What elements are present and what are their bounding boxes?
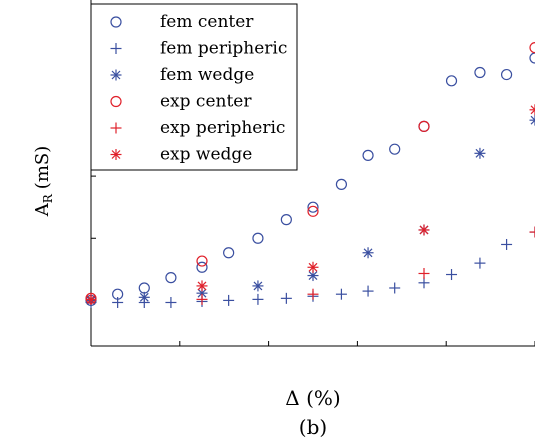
point-fem-center — [445, 75, 458, 87]
point-fem-center — [196, 261, 208, 273]
legend-item-exp-peripheric: exp peripheric — [110, 118, 285, 138]
point-fem-wedge — [529, 114, 535, 126]
point-fem-peripheric — [418, 277, 430, 289]
point-fem-center — [138, 282, 150, 294]
point-fem-peripheric — [112, 296, 124, 308]
legend-label-exp-center: exp center — [160, 92, 252, 112]
point-exp-peripheric — [529, 226, 535, 238]
legend-items: fem center fem peripheric fem wedge exp cen… — [110, 12, 287, 165]
legend-marker-exp-center — [110, 95, 122, 108]
point-fem-peripheric — [389, 282, 401, 294]
series-exp-peripheric — [85, 226, 535, 305]
point-fem-peripheric — [501, 238, 513, 250]
point-fem-center — [500, 68, 513, 81]
legend-item-fem-center: fem center — [110, 12, 254, 32]
point-exp-center — [529, 42, 535, 54]
legend-marker-exp-wedge — [110, 149, 122, 160]
point-fem-wedge — [474, 147, 486, 159]
point-fem-center — [529, 52, 535, 64]
point-fem-wedge — [362, 247, 374, 259]
legend-label-fem-wedge: fem wedge — [160, 65, 254, 85]
point-fem-peripheric — [165, 296, 177, 308]
legend-label-fem-center: fem center — [160, 12, 254, 32]
point-fem-center — [280, 214, 292, 226]
point-exp-wedge — [418, 224, 430, 236]
y-axis-label-subscript: R — [41, 193, 55, 203]
point-exp-center — [196, 255, 208, 267]
point-exp-wedge — [307, 261, 319, 273]
point-fem-center — [252, 232, 264, 244]
point-fem-peripheric — [362, 285, 374, 297]
x-axis-label: Δ (%) — [285, 386, 340, 410]
point-exp-peripheric — [418, 267, 430, 279]
point-fem-center — [223, 247, 235, 259]
series-fem-wedge — [85, 114, 535, 306]
legend-item-exp-wedge: exp wedge — [110, 145, 252, 165]
point-fem-peripheric — [335, 288, 347, 300]
point-fem-peripheric — [446, 269, 458, 281]
data-points — [85, 42, 535, 308]
point-exp-peripheric — [196, 293, 208, 305]
legend-marker-fem-peripheric — [110, 43, 122, 54]
point-exp-wedge — [196, 280, 208, 292]
point-fem-peripheric — [223, 294, 235, 306]
point-fem-wedge — [252, 280, 264, 292]
figure-caption: (b) — [299, 415, 327, 439]
legend-label-fem-peripheric: fem peripheric — [160, 39, 287, 59]
point-fem-center — [165, 272, 177, 284]
legend-item-exp-center: exp center — [110, 92, 252, 112]
legend: fem center fem peripheric fem wedge exp cen… — [90, 3, 298, 171]
y-axis-label-symbol: A — [32, 202, 53, 217]
point-exp-wedge — [529, 104, 535, 116]
legend-label-exp-wedge: exp wedge — [160, 145, 252, 165]
point-fem-peripheric — [474, 257, 486, 269]
legend-box — [90, 3, 298, 171]
legend-marker-exp-peripheric — [110, 122, 122, 134]
point-exp-center — [418, 120, 430, 132]
legend-marker-fem-wedge — [110, 69, 122, 81]
point-exp-peripheric — [307, 288, 319, 300]
point-fem-center — [474, 66, 486, 79]
point-fem-center — [362, 149, 374, 161]
series-exp-wedge — [85, 104, 535, 305]
point-exp-center — [307, 205, 319, 217]
point-exp-wedge — [85, 293, 97, 305]
legend-label-exp-peripheric: exp peripheric — [160, 118, 285, 138]
point-fem-center — [335, 178, 348, 190]
point-fem-peripheric — [252, 293, 264, 305]
legend-item-fem-wedge: fem wedge — [110, 65, 254, 85]
point-fem-peripheric — [280, 292, 292, 304]
legend-marker-fem-center — [110, 16, 122, 28]
point-fem-center — [307, 201, 319, 213]
point-fem-wedge — [138, 291, 150, 303]
y-axis-label-unit: (mS) — [32, 146, 53, 189]
y-axis-label: AR (mS) — [32, 146, 55, 218]
point-fem-center — [389, 143, 401, 155]
legend-item-fem-peripheric: fem peripheric — [110, 39, 287, 59]
